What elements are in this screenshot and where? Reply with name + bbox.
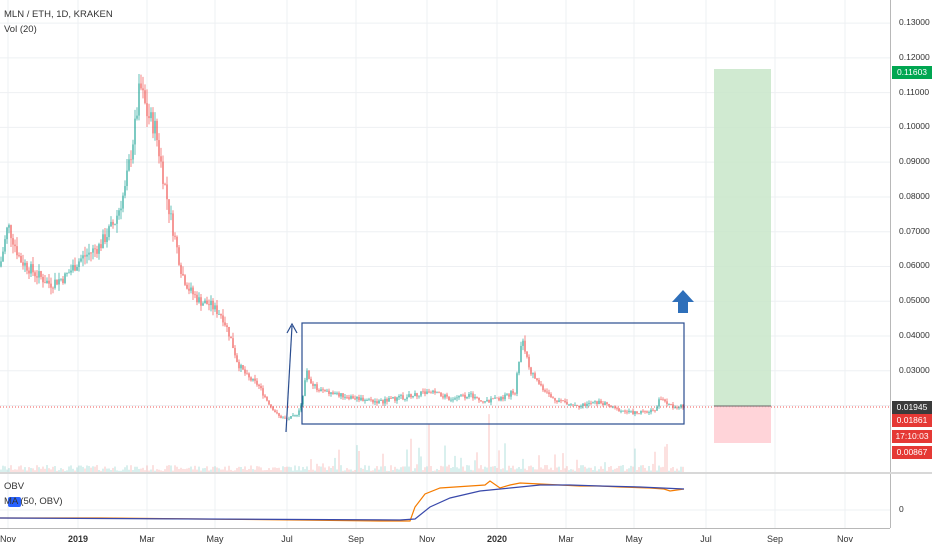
price-tick: 0.03000 — [899, 364, 930, 375]
stop-price-badge: 0.00867 — [892, 446, 932, 459]
entry-price-badge: 0.01861 — [892, 414, 932, 427]
time-label: Sep — [347, 534, 365, 544]
last-price-badge: 0.01945 — [892, 401, 932, 415]
ma-line — [0, 484, 685, 521]
price-tick: 0.12000 — [899, 51, 930, 62]
ma-legend[interactable]: MA (50, OBV) — [4, 496, 63, 507]
price-tick: 0.06000 — [899, 260, 930, 271]
price-tick: 0.07000 — [899, 225, 930, 236]
time-label: May — [625, 534, 643, 544]
pane-separator[interactable] — [0, 472, 932, 474]
price-tick: 0.09000 — [899, 156, 930, 167]
time-label: Jul — [700, 534, 712, 544]
consolidation-box — [301, 322, 685, 425]
time-axis[interactable]: Nov 2019 Mar May Jul Sep Nov 2020 Mar May Jul Sep No… — [0, 528, 890, 551]
obv-legend[interactable]: OBV — [4, 481, 25, 492]
volume-legend[interactable]: Vol (20) — [4, 24, 37, 35]
obv-line — [0, 480, 685, 522]
candlesticks — [0, 73, 684, 421]
time-label: Mar — [139, 534, 155, 544]
price-tick: 0.13000 — [899, 17, 930, 28]
obv-chart[interactable] — [0, 474, 890, 528]
time-label: Nov — [836, 534, 854, 544]
time-label: Jul — [281, 534, 293, 544]
price-tick: 0.05000 — [899, 295, 930, 306]
time-label: Sep — [766, 534, 784, 544]
price-chart[interactable] — [0, 0, 890, 472]
obv-zero-tick: 0 — [899, 504, 904, 514]
time-label: 2019 — [67, 534, 89, 544]
price-tick: 0.11000 — [899, 86, 930, 97]
price-tick: 0.04000 — [899, 329, 930, 340]
time-label: 2020 — [486, 534, 508, 544]
price-tick: 0.08000 — [899, 190, 930, 201]
indicator-settings-icon[interactable] — [8, 497, 21, 507]
countdown-badge: 17:10:03 — [892, 430, 932, 443]
chart-grid — [0, 0, 890, 472]
up-arrow-icon — [672, 290, 694, 313]
time-label: Nov — [0, 534, 17, 544]
obv-axis[interactable]: 0 — [890, 474, 932, 528]
time-label: May — [206, 534, 224, 544]
time-label: Mar — [558, 534, 574, 544]
volume-bars — [0, 414, 684, 472]
symbol-legend[interactable]: MLN / ETH, 1D, KRAKEN — [4, 9, 113, 20]
stop-zone — [714, 406, 771, 443]
price-axis[interactable]: 0.13000 0.12000 0.11000 0.10000 0.09000 0.080… — [890, 0, 932, 472]
target-price-badge: 0.11603 — [892, 65, 932, 79]
time-label: Nov — [418, 534, 436, 544]
price-tick: 0.10000 — [899, 121, 930, 132]
target-zone — [714, 69, 771, 406]
breakout-line — [285, 322, 298, 433]
